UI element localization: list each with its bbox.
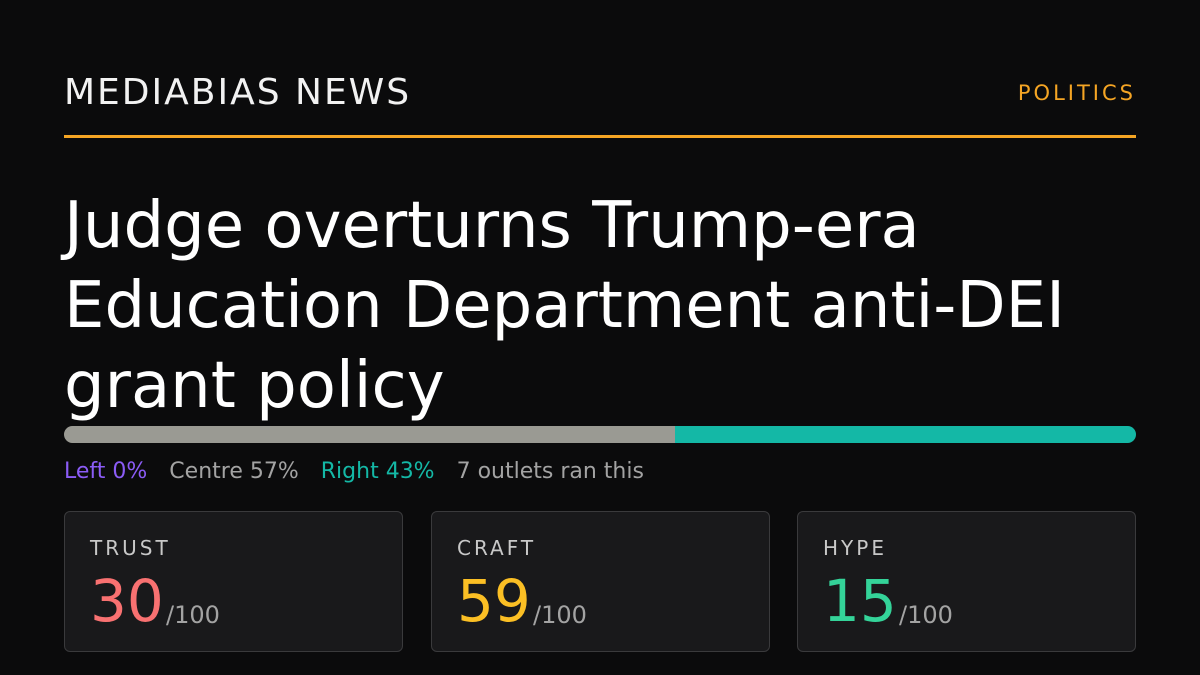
score-card-trust: TRUST 30 /100 (64, 511, 403, 652)
section-label[interactable]: POLITICS (1017, 81, 1136, 105)
bias-bar-right-segment (675, 426, 1136, 443)
score-card-denominator: /100 (166, 601, 220, 629)
score-card-value: 30 (90, 567, 164, 635)
article-headline: Judge overturns Trump-era Education Depa… (64, 189, 1065, 423)
bias-legend: Left 0% Centre 57% Right 43% 7 outlets r… (64, 456, 644, 488)
bias-distribution-bar (64, 426, 1136, 443)
score-card-denominator: /100 (899, 601, 953, 629)
header-divider (64, 135, 1136, 138)
outlet-count-text: 7 outlets ran this (456, 459, 644, 484)
score-card-label: CRAFT (457, 536, 537, 560)
brand-logo-text[interactable]: MEDIABIAS NEWS (64, 72, 412, 113)
score-card-label: TRUST (90, 536, 171, 560)
score-card-hype: HYPE 15 /100 (797, 511, 1136, 652)
score-card-value: 59 (457, 567, 531, 635)
bias-centre-label: Centre 57% (169, 459, 299, 484)
site-header: MEDIABIAS NEWS POLITICS (64, 70, 1136, 116)
score-card-label: HYPE (823, 536, 887, 560)
score-card-craft: CRAFT 59 /100 (431, 511, 770, 652)
score-cards: TRUST 30 /100 CRAFT 59 /100 HYPE 15 /100 (64, 511, 1136, 652)
score-card-denominator: /100 (533, 601, 587, 629)
bias-right-label: Right 43% (320, 459, 435, 484)
bias-left-label: Left 0% (64, 459, 148, 484)
bias-bar-centre-segment (64, 426, 676, 443)
score-card-value: 15 (823, 567, 897, 635)
